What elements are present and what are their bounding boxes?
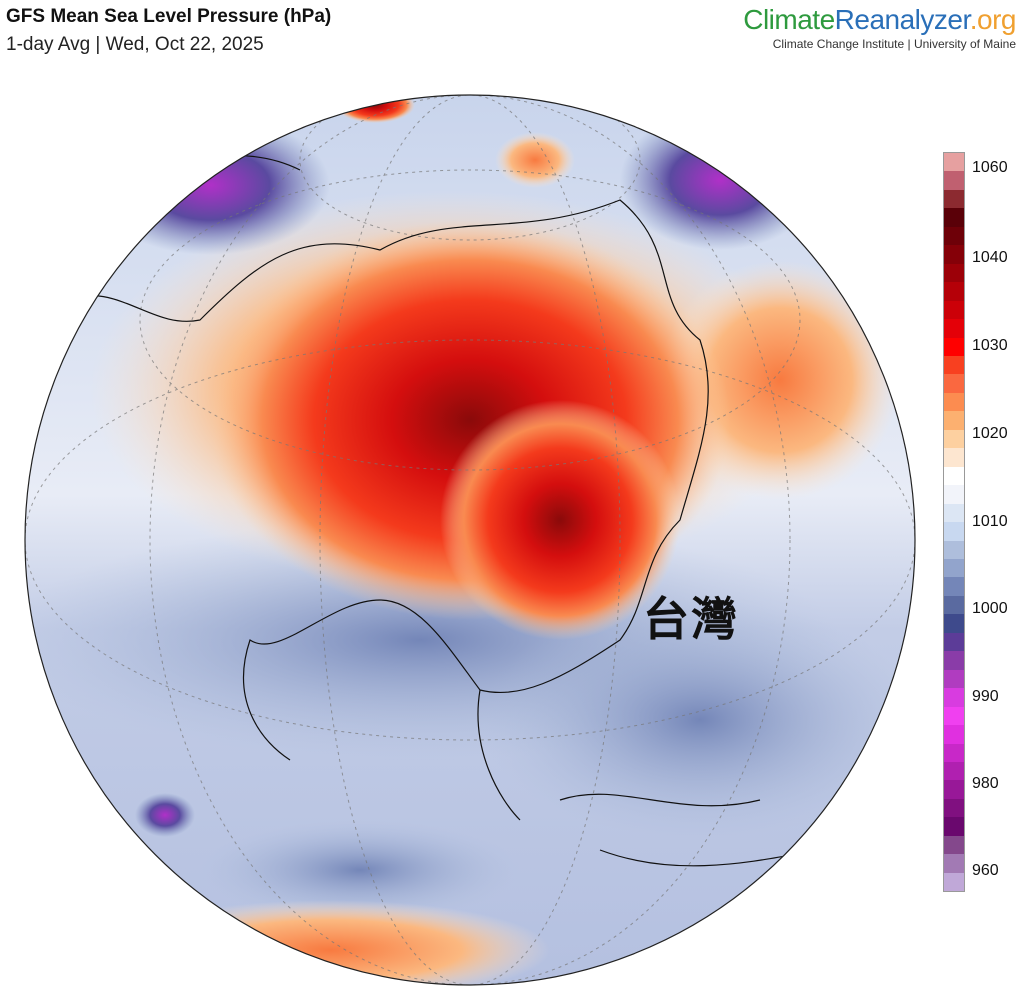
colorbar-segment <box>944 835 964 855</box>
colorbar-segment <box>944 761 964 781</box>
colorbar-segment <box>944 226 964 246</box>
globe-map <box>24 94 916 986</box>
colorbar-segment <box>944 263 964 283</box>
colorbar-tick-label: 1010 <box>972 513 1008 530</box>
colorbar <box>943 152 965 892</box>
colorbar-tick-label: 1020 <box>972 425 1008 442</box>
colorbar-tick-label: 1030 <box>972 337 1008 354</box>
colorbar-segment <box>944 614 964 633</box>
colorbar-segment <box>944 595 964 615</box>
colorbar-segment <box>944 522 964 541</box>
colorbar-tick-label: 1000 <box>972 600 1008 617</box>
colorbar-segment <box>944 706 964 726</box>
logo-org: .org <box>969 4 1017 35</box>
colorbar-segment <box>944 355 964 375</box>
colorbar-tick-label: 980 <box>972 775 999 792</box>
colorbar-segment <box>944 300 964 320</box>
colorbar-segment <box>944 245 964 264</box>
colorbar-tick-label: 990 <box>972 688 999 705</box>
colorbar-segment <box>944 817 964 836</box>
colorbar-segment <box>944 725 964 744</box>
colorbar-tick-label: 1060 <box>972 159 1008 176</box>
colorbar-segment <box>944 688 964 707</box>
colorbar-segment <box>944 319 964 338</box>
colorbar-segment <box>944 171 964 190</box>
taiwan-label: 台灣 <box>643 592 739 646</box>
colorbar-segment <box>944 485 964 504</box>
colorbar-segment <box>944 429 964 449</box>
colorbar-tick-label: 1040 <box>972 249 1008 266</box>
colorbar-segment <box>944 632 964 652</box>
colorbar-segment <box>944 448 964 467</box>
colorbar-segment <box>944 854 964 873</box>
colorbar-segment <box>944 208 964 227</box>
colorbar-segment <box>944 872 964 892</box>
colorbar-segment <box>944 189 964 209</box>
colorbar-segment <box>944 282 964 301</box>
colorbar-tick-label: 960 <box>972 862 999 879</box>
colorbar-segment <box>944 392 964 412</box>
colorbar-segment <box>944 558 964 578</box>
logo-subtitle: Climate Change Institute | University of… <box>772 37 1016 51</box>
map-title: GFS Mean Sea Level Pressure (hPa) <box>6 6 332 27</box>
colorbar-segment <box>944 577 964 596</box>
climate-reanalyzer-logo[interactable]: ClimateReanalyzer.org Climate Change Ins… <box>743 4 1016 51</box>
colorbar-segment <box>944 411 964 430</box>
logo-reanalyzer: Reanalyzer <box>834 4 971 35</box>
logo-climate: Climate <box>743 4 835 35</box>
colorbar-segment <box>944 651 964 670</box>
colorbar-segment <box>944 669 964 689</box>
colorbar-segment <box>944 780 964 799</box>
colorbar-segment <box>944 374 964 393</box>
map-subtitle: 1-day Avg | Wed, Oct 22, 2025 <box>6 34 264 55</box>
colorbar-segment <box>944 503 964 523</box>
colorbar-segment <box>944 466 964 486</box>
colorbar-segment <box>944 798 964 818</box>
colorbar-segment <box>944 153 964 172</box>
colorbar-segment <box>944 337 964 356</box>
colorbar-segment <box>944 743 964 762</box>
colorbar-segment <box>944 540 964 559</box>
